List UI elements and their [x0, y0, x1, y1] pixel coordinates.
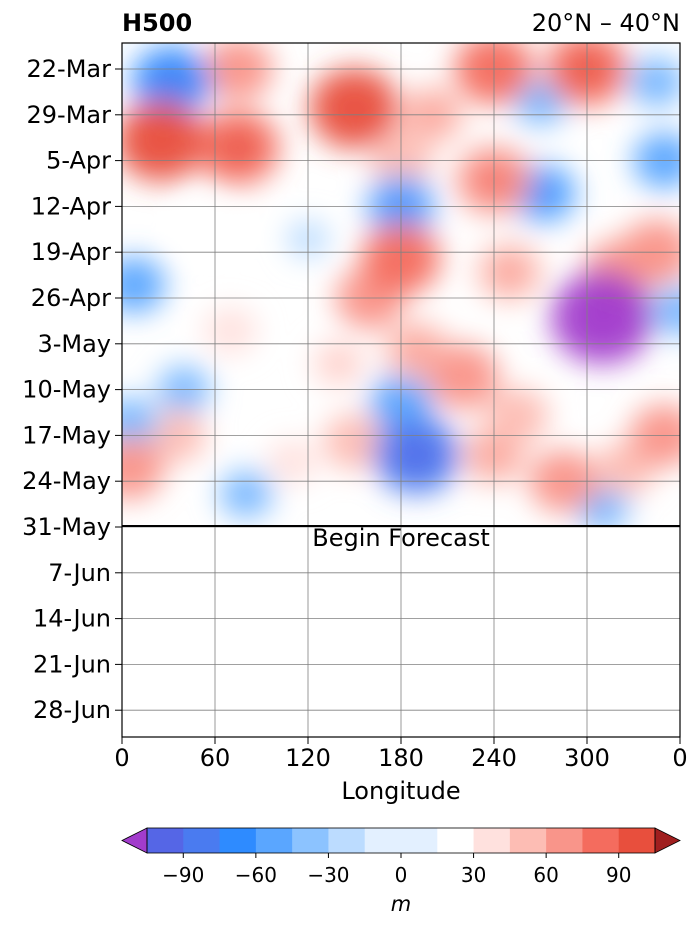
colorbar-tick-label: 30 — [461, 863, 486, 887]
x-axis: 0 60 120 180 240 300 0 — [114, 737, 688, 772]
y-tick-label: 12-Apr — [31, 192, 111, 220]
anomaly-blob-core — [154, 66, 189, 98]
anomaly-blob-core — [643, 70, 670, 94]
colorbar-tick-label: 0 — [395, 863, 408, 887]
anomaly-blob-core — [220, 131, 257, 164]
colorbar-segment — [582, 828, 620, 853]
y-tick-label: 24-May — [22, 467, 111, 495]
colorbar — [121, 827, 681, 854]
y-tick-label: 10-May — [22, 376, 111, 404]
colorbar-tick-label: −30 — [307, 863, 349, 887]
anomaly-blob-core — [341, 429, 368, 454]
grid-lines — [122, 43, 680, 737]
colorbar-tick-label: −60 — [235, 863, 277, 887]
y-tick-label: 7-Jun — [48, 559, 111, 587]
colorbar-segment — [473, 828, 511, 853]
anomaly-blob-core — [528, 90, 553, 113]
colorbar-tick-label: 90 — [606, 863, 631, 887]
colorbar-segment — [509, 828, 547, 853]
x-tick-label: 300 — [564, 744, 610, 772]
colorbar-segment — [219, 828, 257, 853]
anomaly-blob-core — [281, 452, 304, 472]
y-tick-label: 14-Jun — [33, 605, 111, 633]
anomaly-blob-core — [529, 180, 558, 206]
colorbar-segment — [437, 828, 474, 853]
colorbar-segment — [292, 828, 329, 853]
anomaly-blob-core — [447, 362, 479, 391]
anomaly-blob-core — [141, 123, 181, 159]
anomaly-blob-core — [495, 259, 524, 285]
anomaly-blob-core — [580, 297, 625, 338]
y-axis: 22-Mar 29-Mar 5-Apr 12-Apr 19-Apr 26-Apr 3-May… — [22, 55, 122, 724]
x-tick-label: 0 — [114, 744, 129, 772]
anomaly-blob-core — [233, 483, 259, 506]
x-tick-label: 240 — [471, 744, 517, 772]
anomaly-blob-core — [503, 403, 531, 428]
y-tick-label: 21-Jun — [33, 650, 111, 678]
x-tick-label: 120 — [285, 744, 331, 772]
colorbar-tick-label: 60 — [533, 863, 558, 887]
anomaly-blob-core — [612, 456, 639, 480]
colorbar-extend-max — [654, 827, 681, 854]
chart-subtitle-latitude-band: 20°N – 40°N — [532, 9, 680, 37]
colorbar-segment — [618, 828, 656, 853]
y-tick-label: 22-Mar — [27, 55, 112, 83]
anomaly-blob-core — [122, 410, 143, 434]
chart-title: H500 — [122, 9, 192, 37]
x-axis-label: Longitude — [341, 777, 460, 805]
colorbar-ticks: −90 −60 −30 0 30 60 90 — [162, 853, 631, 887]
colorbar-extend-min — [121, 827, 148, 854]
y-tick-label: 29-Mar — [27, 101, 112, 129]
anomaly-blob-core — [397, 438, 436, 472]
anomaly-blob-core — [122, 454, 145, 482]
anomaly-blob-core — [402, 337, 431, 363]
y-tick-label: 19-Apr — [31, 238, 111, 266]
colorbar-segment — [255, 828, 293, 853]
anomaly-blob-core — [667, 299, 680, 323]
forecast-label: Begin Forecast — [312, 524, 490, 552]
anomaly-blob-core — [326, 352, 352, 375]
colorbar-segment — [328, 828, 366, 853]
x-tick-label: 180 — [378, 744, 424, 772]
x-tick-label: 60 — [200, 744, 231, 772]
y-tick-label: 3-May — [37, 330, 111, 358]
colorbar-segment — [147, 828, 184, 853]
colorbar-segment — [183, 828, 220, 853]
y-tick-label: 28-Jun — [33, 696, 111, 724]
x-tick-label: 0 — [672, 744, 687, 772]
anomaly-blob-core — [335, 91, 374, 126]
anomaly-blob-core — [590, 496, 615, 519]
colorbar-tick-label: −90 — [162, 863, 204, 887]
y-tick-label: 26-Apr — [31, 284, 111, 312]
y-tick-label: 5-Apr — [46, 147, 111, 175]
anomaly-blob-core — [122, 272, 148, 297]
anomaly-blob-core — [197, 217, 218, 235]
anomaly-blob-core — [219, 320, 242, 341]
colorbar-segment — [364, 828, 438, 853]
anomaly-blob — [650, 284, 680, 339]
colorbar-label: m — [391, 892, 411, 916]
colorbar-segment — [546, 828, 583, 853]
y-tick-label: 17-May — [22, 421, 111, 449]
y-tick-label: 31-May — [22, 513, 111, 541]
